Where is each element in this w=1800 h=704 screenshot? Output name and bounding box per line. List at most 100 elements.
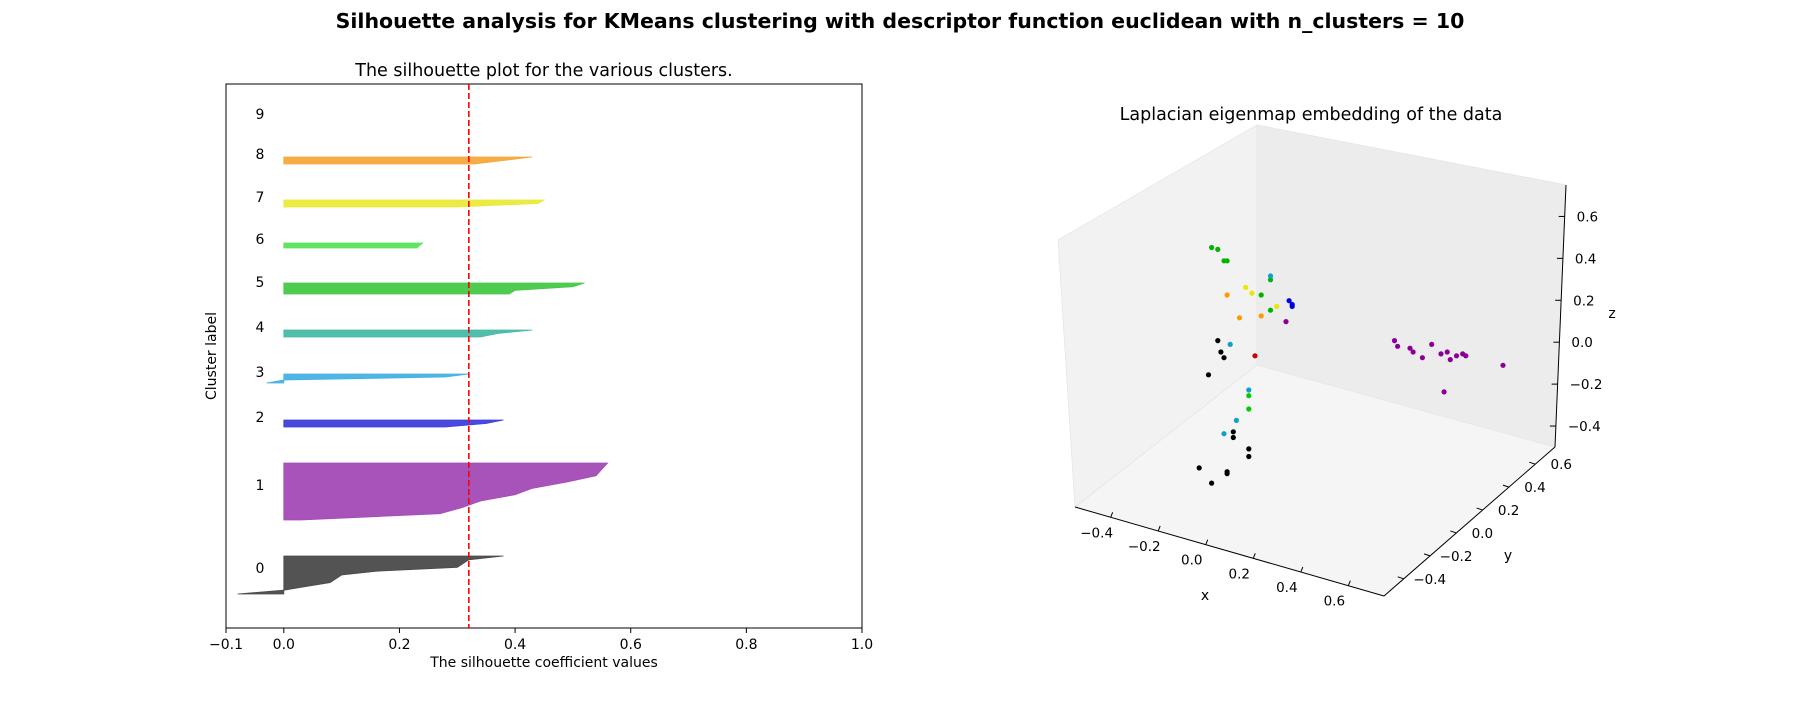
scatter-point — [1233, 417, 1239, 423]
scatter-point — [1289, 301, 1295, 308]
z-tick-label: −0.4 — [1568, 419, 1601, 435]
scatter-point — [1215, 246, 1221, 252]
scatter-point — [1441, 389, 1447, 395]
silhouette-cluster-labels: 0 1 2 3 4 5 6 7 8 9 — [256, 107, 265, 577]
x-tick-label: 0.0 — [1181, 553, 1202, 569]
figure-suptitle: Silhouette analysis for KMeans clusterin… — [335, 9, 1465, 33]
embedding-title: Laplacian eigenmap embedding of the data — [1120, 105, 1503, 125]
y-tick — [1450, 530, 1457, 534]
scatter-point — [1267, 307, 1274, 313]
scatter-point — [1283, 319, 1289, 325]
scatter-points — [1196, 244, 1506, 486]
z-tick-label: 0.4 — [1575, 251, 1596, 267]
x-tick-label: 0.6 — [1324, 594, 1345, 610]
y-axis-line — [1383, 446, 1556, 597]
silhouette-cluster-5 — [283, 282, 585, 295]
silhouette-x-tick-label: 0.0 — [273, 637, 295, 653]
x-tick-label: 0.2 — [1229, 566, 1250, 582]
scatter-point — [1227, 341, 1233, 347]
scatter-point — [1246, 406, 1252, 412]
x-tick — [1300, 566, 1304, 573]
y-tick — [1529, 461, 1536, 465]
cluster-label-9: 9 — [256, 107, 265, 123]
silhouette-cluster-1 — [283, 462, 609, 521]
cluster-label-4: 4 — [256, 320, 265, 336]
cluster-label-2: 2 — [256, 410, 265, 426]
x-tick — [1252, 553, 1256, 559]
scatter-point — [1447, 357, 1453, 363]
silhouette-x-tick-label: −0.1 — [209, 637, 243, 653]
silhouette-x-tick-label: 0.4 — [504, 637, 526, 653]
y-tick-label: 0.2 — [1498, 503, 1519, 519]
x-axis-line — [1074, 506, 1385, 597]
silhouette-chart: The silhouette plot for the various clus… — [204, 61, 873, 671]
silhouette-title: The silhouette plot for the various clus… — [354, 61, 732, 81]
scatter-point — [1209, 244, 1215, 251]
scatter-point — [1246, 387, 1252, 393]
scatter-point — [1407, 345, 1413, 351]
x-tick-label: −0.4 — [1080, 525, 1113, 541]
scatter-point — [1221, 355, 1227, 361]
z-axis-line — [1554, 184, 1567, 448]
y-tick — [1397, 576, 1404, 580]
scatter-point — [1500, 362, 1506, 368]
silhouette-x-axis-label: The silhouette coefficient values — [429, 655, 658, 671]
z-axis-label: z — [1608, 306, 1615, 322]
y-tick-label: 0.4 — [1524, 480, 1545, 496]
x-tick-label: −0.2 — [1128, 539, 1161, 555]
scatter-point — [1395, 343, 1401, 349]
x-tick — [1347, 580, 1351, 586]
scatter-point — [1258, 313, 1264, 319]
y-tick — [1423, 553, 1431, 557]
silhouette-x-ticks: −0.1 0.0 0.2 0.4 0.6 0.8 1.0 — [209, 628, 873, 653]
silhouette-cluster-3 — [266, 373, 469, 384]
silhouette-x-tick-label: 0.2 — [388, 637, 410, 653]
cluster-label-0: 0 — [256, 561, 265, 577]
scatter-point — [1444, 349, 1450, 355]
scatter-point — [1267, 277, 1274, 283]
silhouette-cluster-0 — [237, 555, 504, 595]
silhouette-y-axis-label: Cluster label — [204, 312, 220, 400]
cluster-label-8: 8 — [256, 147, 265, 163]
z-tick-label: −0.2 — [1570, 377, 1603, 393]
scatter-point — [1249, 290, 1255, 296]
scatter-point — [1429, 341, 1435, 347]
silhouette-x-tick-label: 1.0 — [851, 637, 873, 653]
scatter-point — [1246, 393, 1252, 399]
scatter-point — [1209, 480, 1215, 486]
y-tick — [1476, 507, 1483, 511]
z-tick-label: 0.0 — [1571, 335, 1592, 351]
cluster-label-7: 7 — [256, 190, 265, 206]
silhouette-axes-frame — [225, 83, 863, 629]
x-tick — [1157, 525, 1161, 532]
scatter-point — [1463, 353, 1469, 359]
scatter-point — [1215, 338, 1221, 344]
y-tick-label: 0.6 — [1551, 457, 1572, 473]
scatter-point — [1286, 298, 1292, 304]
silhouette-cluster-8 — [283, 156, 533, 165]
x-tick — [1205, 539, 1209, 545]
y-tick-label: −0.2 — [1440, 549, 1473, 565]
scatter-point — [1224, 471, 1230, 477]
scatter-point — [1391, 338, 1398, 344]
scatter-point — [1243, 284, 1249, 290]
x-axis-label: x — [1201, 588, 1209, 604]
scatter-point — [1419, 355, 1425, 361]
scatter-point — [1267, 273, 1274, 279]
y-tick-label: 0.0 — [1472, 526, 1493, 542]
silhouette-cluster-4 — [283, 329, 533, 338]
cluster-label-1: 1 — [256, 478, 265, 494]
scatter-point — [1410, 349, 1416, 355]
y-axis-label: y — [1504, 548, 1512, 564]
scatter-point — [1236, 315, 1243, 321]
scatter-point — [1230, 429, 1236, 435]
y-tick — [1502, 484, 1510, 488]
silhouette-x-tick-label: 0.6 — [620, 637, 642, 653]
scatter-point — [1230, 434, 1236, 441]
scatter-point — [1218, 349, 1224, 355]
scatter-point — [1246, 446, 1252, 452]
y-tick-label: −0.4 — [1413, 572, 1446, 588]
silhouette-x-tick-label: 0.8 — [735, 637, 757, 653]
